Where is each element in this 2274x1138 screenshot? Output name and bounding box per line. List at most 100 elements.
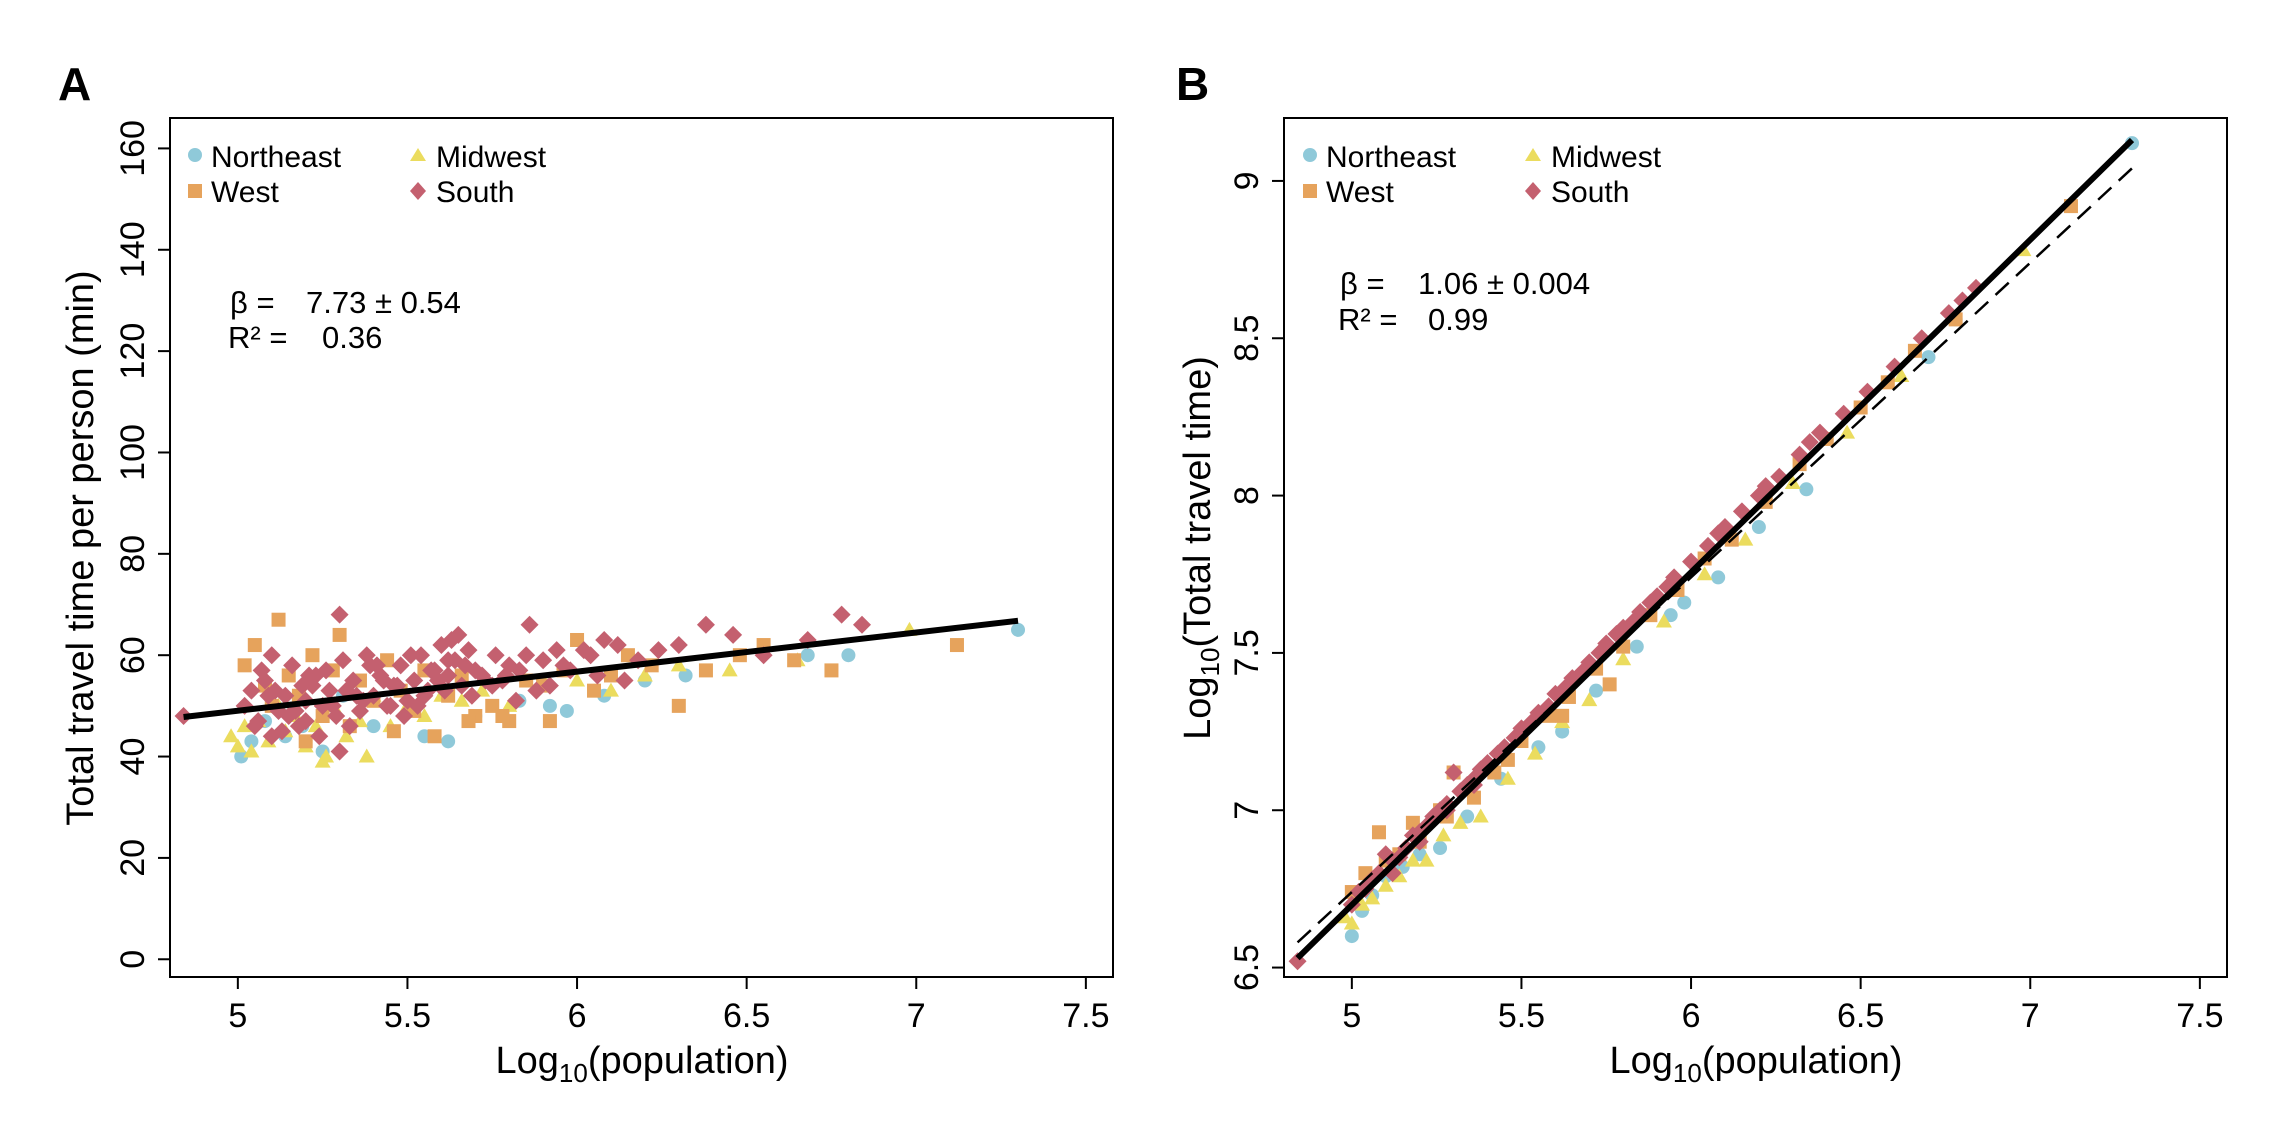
point-west xyxy=(949,638,964,653)
point-west xyxy=(1602,677,1617,692)
point-midwest xyxy=(1737,531,1754,546)
legend-south-label: South xyxy=(436,176,514,209)
legend-south-marker-icon xyxy=(1525,182,1541,200)
legend-midwest-label: Midwest xyxy=(1551,141,1662,174)
point-northeast xyxy=(244,734,259,749)
legend-south-label: South xyxy=(1551,176,1629,209)
y-tick-label: 40 xyxy=(114,738,152,776)
point-west xyxy=(787,653,802,668)
point-northeast xyxy=(1629,639,1644,654)
point-northeast xyxy=(1677,595,1692,610)
point-northeast xyxy=(1711,570,1726,585)
legend-midwest-label: Midwest xyxy=(436,141,547,174)
panel-a-x-axis-label: Log10(population) xyxy=(495,1040,788,1088)
panel-b-legend: Northeast Midwest West South xyxy=(1303,141,1662,209)
point-midwest xyxy=(602,682,619,697)
x-tick-label: 5 xyxy=(228,997,247,1035)
point-south xyxy=(439,651,458,670)
point-west xyxy=(671,698,686,713)
point-midwest xyxy=(1337,909,1354,924)
point-west xyxy=(1371,825,1386,840)
panel-b-fit-line xyxy=(1295,137,2135,961)
point-midwest xyxy=(1499,770,1516,785)
point-south xyxy=(395,707,414,726)
point-south xyxy=(242,681,261,700)
point-west xyxy=(1405,815,1420,830)
y-tick-label: 100 xyxy=(114,424,152,481)
y-tick-label: 8.5 xyxy=(1228,315,1266,362)
point-south xyxy=(595,630,614,649)
panel-a-points xyxy=(174,605,1026,768)
point-south xyxy=(330,605,349,624)
panel-a: A 5 5.5 6 6.5 7 7.5 0 20 40 60 80 100 120 140 160 Nor… xyxy=(58,58,1114,1088)
legend-midwest-marker-icon xyxy=(1525,148,1541,161)
point-west xyxy=(603,668,618,683)
legend-northeast-label: Northeast xyxy=(211,141,342,174)
panel-a-letter: A xyxy=(58,58,91,110)
point-south xyxy=(540,676,559,695)
point-south xyxy=(1800,433,1819,452)
y-tick-label: 6.5 xyxy=(1228,944,1266,991)
point-west xyxy=(698,663,713,678)
point-midwest xyxy=(1364,890,1381,905)
point-west xyxy=(427,729,442,744)
point-midwest xyxy=(721,662,738,677)
panel-b-x-axis: 5 5.5 6 6.5 7 7.5 xyxy=(1342,977,2223,1035)
point-midwest xyxy=(1418,852,1435,867)
x-tick-label: 6 xyxy=(568,997,587,1035)
point-northeast xyxy=(1589,683,1604,698)
x-tick-label: 6 xyxy=(1682,997,1701,1035)
point-south xyxy=(669,636,688,655)
legend-west-label: West xyxy=(211,176,279,209)
point-northeast xyxy=(234,749,249,764)
point-south xyxy=(344,671,363,690)
point-south xyxy=(615,671,634,690)
point-south xyxy=(486,646,505,665)
panel-b-x-axis-label: Log10(population) xyxy=(1609,1040,1902,1088)
panel-a-beta-label: β = xyxy=(230,285,275,320)
y-tick-label: 8 xyxy=(1228,486,1266,505)
point-midwest xyxy=(358,748,375,763)
panel-b-r2-label: R² = xyxy=(1338,302,1397,337)
panel-b-beta-value: 1.06 ± 0.004 xyxy=(1418,266,1590,301)
panel-b-y-axis-label: Log10(Total travel time) xyxy=(1177,356,1225,740)
point-west xyxy=(824,663,839,678)
point-south xyxy=(262,727,281,746)
point-northeast xyxy=(678,668,693,683)
panel-b-reference-line xyxy=(1296,167,2133,944)
point-northeast xyxy=(1344,929,1359,944)
point-west xyxy=(247,638,262,653)
point-south xyxy=(449,625,468,644)
point-west xyxy=(1555,708,1570,723)
panel-a-beta-value: 7.73 ± 0.54 xyxy=(306,285,461,320)
point-south xyxy=(296,712,315,731)
point-midwest xyxy=(453,692,470,707)
panel-a-fit-line xyxy=(183,617,1019,720)
point-south xyxy=(1444,763,1463,782)
point-south xyxy=(649,641,668,660)
point-south xyxy=(361,656,380,675)
panel-b-plot-frame xyxy=(1283,117,2228,978)
point-south xyxy=(462,686,481,705)
point-south xyxy=(852,615,871,634)
point-west xyxy=(587,683,602,698)
legend-northeast-marker-icon xyxy=(188,148,202,162)
point-west xyxy=(495,709,510,724)
point-west xyxy=(298,734,313,749)
y-tick-label: 7.5 xyxy=(1228,629,1266,676)
point-midwest xyxy=(1581,692,1598,707)
legend-west-marker-icon xyxy=(188,184,202,198)
point-west xyxy=(305,648,320,663)
panel-a-annotation: β = 7.73 ± 0.54 R² = 0.36 xyxy=(228,285,461,355)
point-northeast xyxy=(1412,847,1427,862)
point-south xyxy=(1376,845,1395,864)
panel-b-annotation: β = 1.06 ± 0.004 R² = 0.99 xyxy=(1338,266,1590,337)
panel-a-x-axis: 5 5.5 6 6.5 7 7.5 xyxy=(228,977,1109,1035)
point-midwest xyxy=(416,708,433,723)
point-midwest xyxy=(1472,808,1489,823)
point-northeast xyxy=(542,698,557,713)
point-south xyxy=(283,656,302,675)
point-south xyxy=(374,671,393,690)
point-midwest xyxy=(569,672,586,687)
